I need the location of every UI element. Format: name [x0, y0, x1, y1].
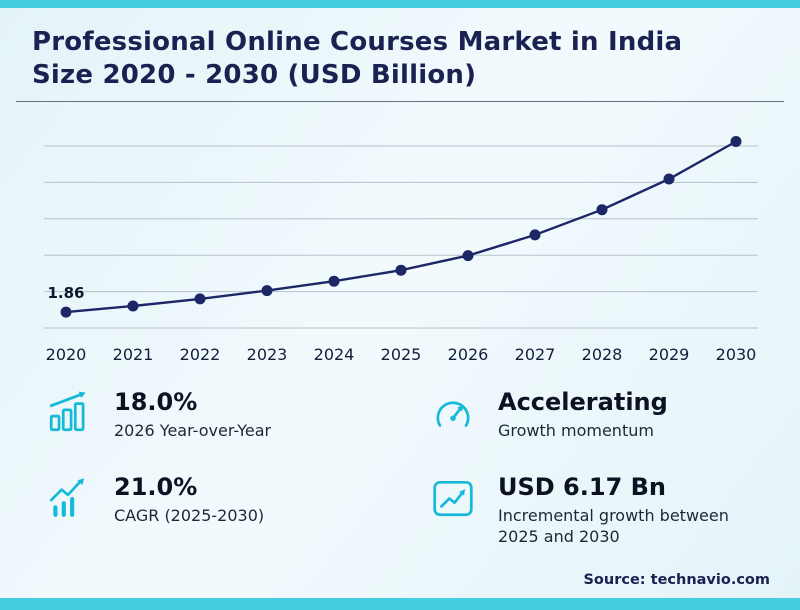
stat-momentum: Accelerating Growth momentum — [430, 388, 764, 442]
data-point — [529, 228, 541, 240]
stat-label: 2026 Year-over-Year — [114, 420, 272, 440]
x-axis-label: 2024 — [314, 345, 355, 364]
data-point — [261, 284, 273, 296]
title-divider — [16, 100, 784, 102]
data-point — [663, 173, 675, 185]
stat-text: USD 6.17 Bn Incremental growth between 2… — [498, 473, 730, 548]
stat-value: 21.0% — [114, 473, 198, 502]
series-line — [65, 139, 737, 313]
x-axis-label: 2029 — [649, 345, 690, 364]
x-axis-label: 2025 — [381, 345, 422, 364]
data-point — [60, 306, 72, 318]
gauge-icon — [430, 388, 480, 436]
stat-value: USD 6.17 Bn — [498, 473, 666, 502]
x-axis-label: 2027 — [515, 345, 556, 364]
stat-label: Incremental growth between 2025 and 2030 — [498, 506, 729, 547]
stat-incremental-growth: USD 6.17 Bn Incremental growth between 2… — [430, 473, 764, 548]
bar-chart-growth-icon — [46, 388, 96, 436]
x-axis-label: 2021 — [113, 345, 154, 364]
x-axis-label: 2023 — [247, 345, 288, 364]
stat-text: 18.0% 2026 Year-over-Year — [114, 388, 271, 442]
stat-label: CAGR (2025-2030) — [114, 506, 265, 526]
data-point — [194, 292, 206, 304]
x-axis-label: 2020 — [46, 345, 87, 364]
stat-value: Accelerating — [498, 387, 668, 416]
stat-yoy-growth: 18.0% 2026 Year-over-Year — [46, 388, 430, 442]
first-point-label: 1.86 — [47, 284, 84, 302]
stat-label: Growth momentum — [498, 420, 654, 440]
x-axis-label: 2022 — [180, 345, 221, 364]
stats-grid: 18.0% 2026 Year-over-Year Accelerating G… — [46, 388, 764, 548]
line-chart-svg: 1.86 2020 2021 2022 2023 2024 2025 2026 2027 2028… — [44, 135, 758, 364]
stat-text: Accelerating Growth momentum — [498, 388, 668, 442]
source-text: Source: technavio.com — [583, 572, 770, 588]
stat-text: 21.0% CAGR (2025-2030) — [114, 473, 264, 527]
trend-up-icon — [46, 473, 96, 521]
data-point — [328, 275, 340, 287]
data-point — [462, 249, 474, 261]
page-title: Professional Online Courses Market in In… — [32, 27, 683, 91]
bottom-accent-bar — [0, 598, 800, 610]
data-point — [395, 264, 407, 276]
data-point — [596, 203, 608, 215]
line-chart: 1.86 2020 2021 2022 2023 2024 2025 2026 2027 2028… — [30, 114, 770, 366]
data-point — [127, 300, 139, 312]
stat-value: 18.0% — [114, 387, 198, 416]
top-accent-bar — [0, 0, 800, 8]
x-axis-label: 2026 — [448, 345, 489, 364]
x-axis-label: 2030 — [716, 345, 757, 364]
x-axis-label: 2028 — [582, 345, 623, 364]
growth-chart-box-icon — [430, 473, 480, 521]
stat-cagr: 21.0% CAGR (2025-2030) — [46, 473, 430, 548]
data-point — [730, 135, 742, 147]
